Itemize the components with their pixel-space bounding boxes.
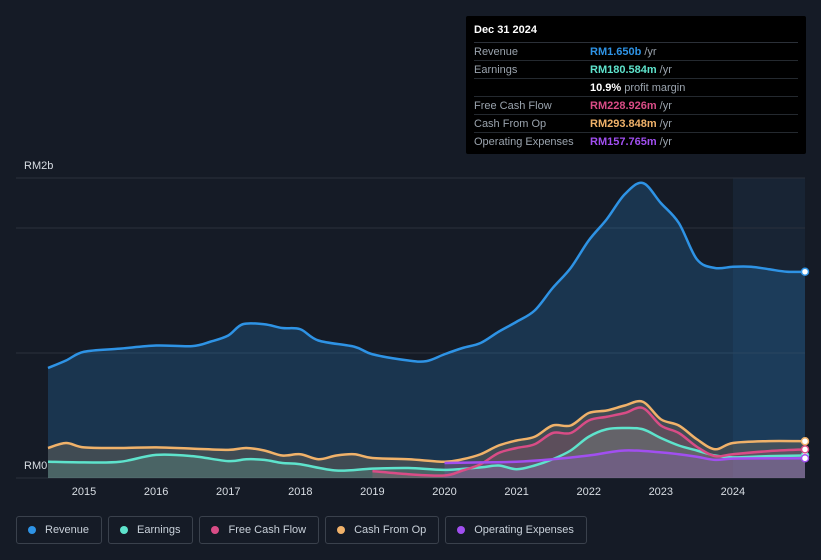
tooltip-row-earnings: Earnings RM180.584m /yr (474, 61, 798, 79)
tooltip-label: Revenue (474, 45, 519, 58)
earnings-line (47, 426, 806, 472)
cash-from-op-line (47, 399, 806, 463)
x-tick-label: 2021 (504, 486, 528, 498)
x-tick-label: 2020 (432, 486, 456, 498)
tooltip-label: Cash From Op (474, 117, 547, 130)
tooltip-date: Dec 31 2024 (474, 24, 798, 43)
x-axis-ticks: 2015 2016 2017 2018 2019 2020 2021 2022 2023 2024 (72, 486, 745, 498)
tooltip-unit: profit margin (624, 81, 686, 94)
legend-dot-icon (120, 526, 129, 534)
tooltip-value: RM180.584m (590, 63, 657, 76)
legend-item-cash-from-op[interactable]: Cash From Op (325, 516, 440, 544)
tooltip-row-operating-expenses: Operating Expenses RM157.765m /yr (474, 133, 798, 150)
x-tick-label: 2018 (288, 486, 312, 498)
tooltip-row-profit-margin: 10.9% profit margin (474, 79, 798, 97)
earnings-area (48, 427, 805, 478)
legend-dot-icon (337, 526, 346, 534)
free-cash-flow-end-marker (800, 445, 810, 454)
x-tick-label: 2023 (649, 486, 673, 498)
x-tick-label: 2017 (216, 486, 240, 498)
free-cash-flow-area (372, 407, 805, 478)
legend-label: Revenue (45, 524, 90, 536)
tooltip-value: 10.9% (590, 81, 622, 94)
x-tick-label: 2022 (576, 486, 600, 498)
tooltip-unit: /yr (659, 117, 672, 130)
tooltip-label: Operating Expenses (474, 135, 574, 148)
chart-legend: Revenue Earnings Free Cash Flow Cash Fro… (16, 516, 587, 544)
operating-expenses-end-marker (800, 454, 810, 463)
revenue-line (47, 181, 806, 370)
free-cash-flow-line (372, 406, 806, 477)
x-tick-label: 2015 (72, 486, 96, 498)
gridlines (16, 177, 805, 479)
tooltip-label: Earnings (474, 63, 518, 76)
tooltip-label: Free Cash Flow (474, 99, 552, 112)
revenue-end-marker (800, 267, 810, 276)
y-axis-bottom-label: RM0 (24, 460, 48, 472)
legend-item-free-cash-flow[interactable]: Free Cash Flow (199, 516, 320, 544)
legend-label: Earnings (137, 524, 181, 536)
series-end-markers (800, 267, 810, 463)
legend-dot-icon (211, 526, 220, 534)
tooltip-row-revenue: Revenue RM1.650b /yr (474, 43, 798, 61)
x-tick-label: 2016 (144, 486, 168, 498)
tooltip-row-cash-from-op: Cash From Op RM293.848m /yr (474, 115, 798, 133)
y-axis-top-label: RM2b (24, 160, 54, 172)
tooltip-unit: /yr (659, 63, 672, 76)
legend-item-earnings[interactable]: Earnings (108, 516, 194, 544)
legend-dot-icon (28, 526, 36, 534)
legend-label: Operating Expenses (474, 524, 574, 536)
tooltip-unit: /yr (644, 45, 657, 58)
tooltip-value: RM228.926m (590, 99, 657, 112)
tooltip-unit: /yr (659, 99, 672, 112)
x-tick-label: 2019 (360, 486, 384, 498)
series-areas (48, 182, 805, 478)
cash-from-op-end-marker (800, 437, 810, 446)
tooltip-row-free-cash-flow: Free Cash Flow RM228.926m /yr (474, 97, 798, 115)
legend-label: Cash From Op (354, 524, 427, 536)
legend-label: Free Cash Flow (228, 524, 307, 536)
legend-dot-icon (457, 526, 466, 534)
tooltip-unit: /yr (659, 135, 672, 148)
revenue-area (48, 182, 805, 478)
legend-item-operating-expenses[interactable]: Operating Expenses (445, 516, 587, 544)
tooltip-value: RM1.650b (590, 45, 642, 58)
tooltip-value: RM157.765m (590, 135, 657, 148)
cash-from-op-area (48, 401, 805, 478)
tooltip-value: RM293.848m (590, 117, 657, 130)
operating-expenses-area (444, 450, 805, 478)
operating-expenses-line (444, 449, 806, 465)
x-tick-label: 2024 (721, 486, 745, 498)
legend-item-revenue[interactable]: Revenue (16, 516, 103, 544)
data-tooltip: Dec 31 2024 Revenue RM1.650b /yr Earning… (466, 16, 806, 154)
series-lines (47, 181, 806, 477)
